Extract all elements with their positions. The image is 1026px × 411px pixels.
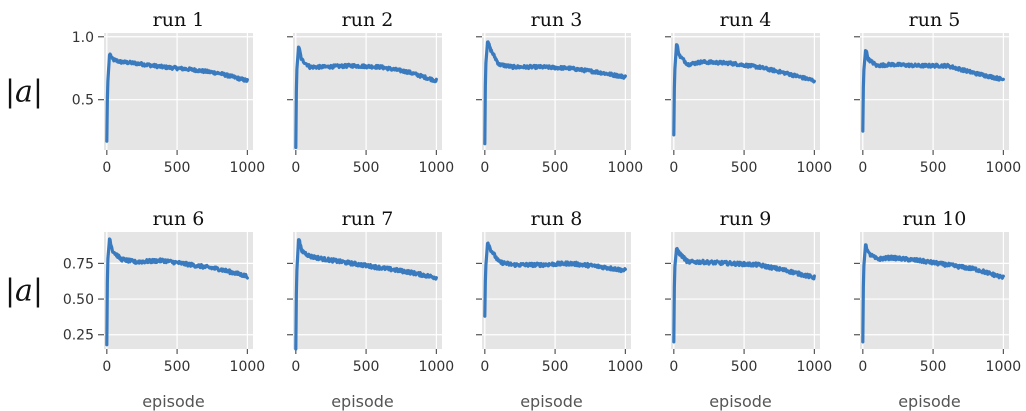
panel-title: run 8 (531, 208, 583, 230)
x-tick-label: 0 (102, 160, 111, 176)
x-tick-label: 0 (291, 160, 300, 176)
x-tick-label: 0 (291, 359, 300, 375)
x-tick-label: 1000 (608, 160, 644, 176)
panel-background (860, 33, 1009, 150)
panel-background (671, 232, 820, 349)
x-tick-label: 1000 (419, 359, 455, 375)
y-axis-label: |a| (5, 274, 43, 309)
x-tick-label: 1000 (608, 359, 644, 375)
x-tick-label: 500 (542, 359, 569, 375)
panel-title: run 3 (531, 9, 583, 31)
panel-run-6: 0 500 1000 0.25 0.50 0.75 run 6 episode |a| (5, 208, 265, 411)
panel-background (860, 232, 1009, 349)
x-tick-label: 0 (669, 359, 678, 375)
x-tick-label: 500 (920, 160, 947, 176)
panel-title: run 9 (720, 208, 772, 230)
series-line (672, 246, 816, 344)
panel-run-9: 0 500 1000 run 9 episode (665, 208, 832, 411)
panel-run-3: 0 500 1000 run 3 (476, 9, 643, 176)
x-tick-label: 500 (164, 359, 191, 375)
panel-background (482, 232, 631, 349)
x-tick-label: 1000 (986, 359, 1022, 375)
y-tick-label: 0.75 (63, 256, 94, 272)
series-line (483, 241, 627, 318)
series-line (483, 40, 627, 146)
x-tick-label: 0 (480, 359, 489, 375)
x-tick-label: 1000 (986, 160, 1022, 176)
x-tick-label: 0 (669, 160, 678, 176)
series-line (105, 237, 249, 347)
x-tick-label: 500 (920, 359, 947, 375)
y-tick-label: 1.0 (72, 30, 94, 46)
panel-title: run 7 (342, 208, 394, 230)
y-tick-label: 0.5 (72, 93, 94, 109)
panel-background (293, 232, 442, 349)
x-tick-label: 500 (164, 160, 191, 176)
y-tick-label: 0.25 (63, 328, 94, 344)
x-tick-label: 500 (542, 160, 569, 176)
panel-title: run 6 (153, 208, 205, 230)
x-axis-label: episode (898, 392, 961, 411)
panel-background (104, 33, 253, 150)
series-line (105, 52, 249, 143)
x-axis-label: episode (142, 392, 205, 411)
panel-title: run 4 (720, 9, 772, 31)
series-line (294, 45, 438, 150)
x-tick-label: 0 (102, 359, 111, 375)
x-tick-label: 1000 (797, 359, 833, 375)
panel-title: run 10 (903, 208, 967, 230)
x-axis-label: episode (331, 392, 394, 411)
x-tick-label: 1000 (419, 160, 455, 176)
panel-background (671, 33, 820, 150)
x-tick-label: 500 (731, 160, 758, 176)
x-tick-label: 500 (731, 359, 758, 375)
x-tick-label: 1000 (797, 160, 833, 176)
panel-background (293, 33, 442, 150)
x-tick-label: 0 (858, 359, 867, 375)
x-tick-label: 1000 (230, 160, 266, 176)
panel-background (482, 33, 631, 150)
panel-title: run 5 (909, 9, 961, 31)
series-line (294, 238, 438, 351)
panel-title: run 2 (342, 9, 394, 31)
series-line (861, 49, 1005, 133)
series-line (672, 43, 816, 137)
panel-run-4: 0 500 1000 run 4 (665, 9, 832, 176)
x-tick-label: 500 (353, 160, 380, 176)
panel-run-2: 0 500 1000 run 2 (287, 9, 454, 176)
x-tick-label: 0 (480, 160, 489, 176)
x-tick-label: 1000 (230, 359, 266, 375)
y-axis-label: |a| (5, 75, 43, 110)
panel-title: run 1 (153, 9, 205, 31)
y-tick-label: 0.50 (63, 292, 94, 308)
panel-run-5: 0 500 1000 run 5 (854, 9, 1021, 176)
panel-run-10: 0 500 1000 run 10 episode (854, 208, 1021, 411)
x-tick-label: 0 (858, 160, 867, 176)
x-axis-label: episode (520, 392, 583, 411)
panel-run-1: 0 500 1000 0.5 1.0 run 1 |a| (5, 9, 265, 176)
panel-run-8: 0 500 1000 run 8 episode (476, 208, 643, 411)
panel-run-7: 0 500 1000 run 7 episode (287, 208, 454, 411)
panel-background (104, 232, 253, 349)
x-tick-label: 500 (353, 359, 380, 375)
series-line (861, 243, 1005, 344)
x-axis-label: episode (709, 392, 772, 411)
